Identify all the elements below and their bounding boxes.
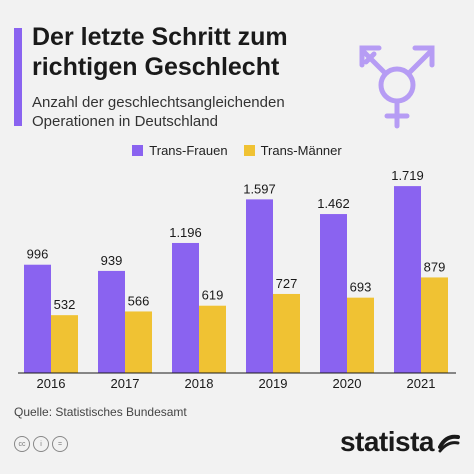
data-label: 1.597	[243, 181, 276, 196]
x-tick-label: 2019	[259, 376, 288, 391]
bar-transfrauen-2017	[98, 270, 125, 373]
x-tick-label: 2016	[37, 376, 66, 391]
legend-swatch-trans-maenner	[243, 145, 255, 156]
bar-transmnner-2017	[125, 311, 152, 373]
transgender-symbol-icon	[359, 45, 435, 129]
data-label: 996	[27, 247, 49, 262]
legend: Trans-Frauen Trans-Männer	[0, 143, 474, 158]
data-label: 1.196	[169, 225, 202, 240]
data-label: 727	[276, 276, 298, 291]
bar-transmnner-2019	[273, 293, 300, 373]
bar-transfrauen-2021	[394, 186, 421, 373]
data-label: 532	[54, 297, 76, 312]
attribution-icon: i	[33, 436, 49, 452]
statista-mark-icon	[438, 434, 460, 453]
bar-transfrauen-2018	[172, 242, 199, 373]
data-label: 879	[424, 259, 446, 274]
legend-label-trans-maenner: Trans-Männer	[260, 143, 342, 158]
no-derivatives-icon: =	[52, 436, 68, 452]
x-tick-label: 2017	[111, 376, 140, 391]
bar-transmnner-2016	[51, 315, 78, 373]
legend-label-trans-frauen: Trans-Frauen	[149, 143, 228, 158]
license-icons: cc i =	[14, 436, 68, 452]
bar-transfrauen-2019	[246, 199, 273, 373]
cc-icon: cc	[14, 436, 30, 452]
data-label: 566	[128, 293, 150, 308]
x-tick-label: 2018	[185, 376, 214, 391]
data-label: 1.462	[317, 196, 350, 211]
x-tick-label: 2020	[333, 376, 362, 391]
chart-subtitle: Anzahl der geschlechtsangleichenden Oper…	[32, 94, 285, 130]
chart-title: Der letzte Schritt zum richtigen Geschle…	[32, 23, 288, 81]
data-label: 693	[350, 280, 372, 295]
data-label: 939	[101, 253, 123, 268]
legend-swatch-trans-frauen	[132, 145, 144, 156]
brand-name: statista	[339, 426, 435, 457]
bar-transmnner-2020	[347, 297, 374, 373]
legend-item-trans-frauen: Trans-Frauen	[132, 143, 228, 158]
legend-item-trans-maenner: Trans-Männer	[243, 143, 342, 158]
bar-transfrauen-2020	[320, 214, 347, 373]
bar-transfrauen-2016	[24, 264, 51, 373]
data-label: 619	[202, 288, 224, 303]
bar-transmnner-2021	[421, 277, 448, 373]
data-label: 1.719	[391, 168, 424, 183]
x-tick-label: 2021	[407, 376, 436, 391]
statista-logo: statista	[340, 426, 460, 458]
title-accent-bar	[14, 28, 22, 126]
source-note: Quelle: Statistisches Bundesamt	[14, 405, 187, 419]
bar-chart: 996 532 2016 939 566 2017 1.196 619 2018 1.597 727…	[18, 168, 456, 391]
bar-transmnner-2018	[199, 305, 226, 373]
